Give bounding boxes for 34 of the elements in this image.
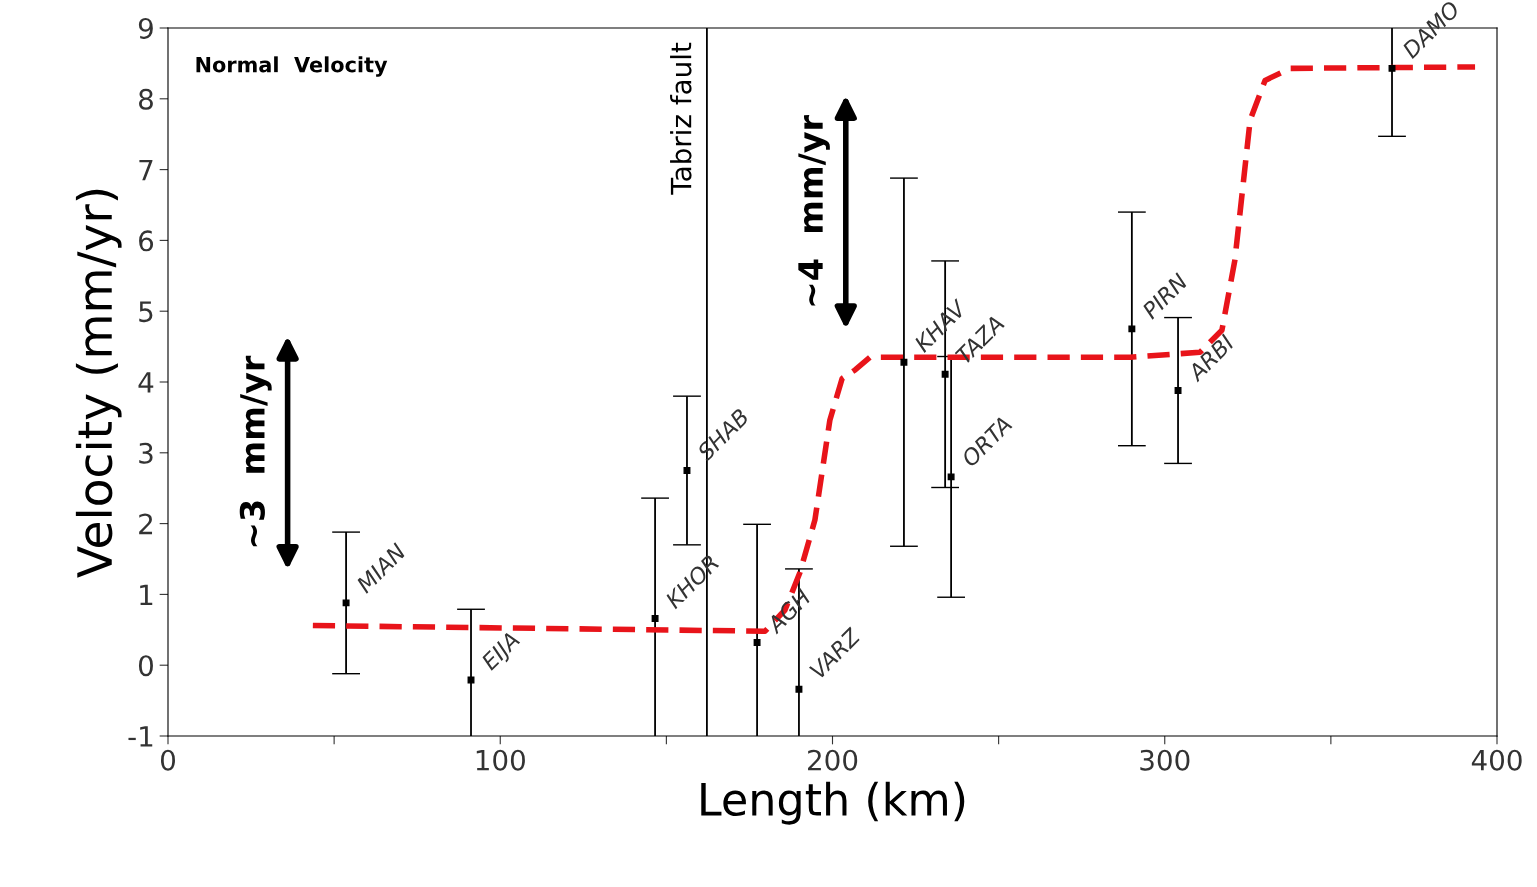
- annotation: ~3 mm/yr: [239, 355, 272, 547]
- point: [795, 685, 803, 693]
- y-axis-title: Velocity (mm/yr): [75, 189, 122, 578]
- y-tick-label: 3: [139, 442, 153, 464]
- ref-line-label: Tabriz fault: [670, 42, 692, 195]
- y-tick-label: 1: [140, 584, 153, 605]
- x-tick-label: 200: [808, 749, 858, 771]
- point: [947, 473, 955, 481]
- point: [753, 639, 761, 647]
- y-tick-label: 7: [139, 159, 153, 181]
- y-tick-label: 2: [139, 513, 153, 535]
- y-tick-label: 5: [139, 301, 153, 323]
- annotation: Normal Velocity: [196, 56, 388, 77]
- x-tick-label: 100: [476, 749, 525, 771]
- point: [941, 370, 949, 378]
- y-tick-label: -1: [128, 726, 153, 747]
- y-tick-label: 4: [138, 372, 154, 393]
- y-tick-label: 0: [138, 655, 153, 677]
- point: [651, 614, 659, 622]
- x-tick-label: 400: [1471, 749, 1522, 771]
- point: [467, 676, 475, 684]
- point: [683, 467, 691, 474]
- y-tick-label: 8: [139, 88, 153, 110]
- x-tick-label: 300: [1140, 749, 1190, 771]
- point: [1128, 325, 1136, 333]
- point: [1388, 64, 1396, 72]
- x-axis-title: Length (km): [701, 781, 965, 825]
- x-tick-label: 0: [160, 749, 175, 771]
- point: [342, 599, 350, 607]
- y-tick-label: 9: [138, 17, 153, 39]
- point: [900, 358, 908, 366]
- point: [1174, 387, 1182, 394]
- annotation: ~4 mm/yr: [798, 115, 830, 306]
- y-tick-label: 6: [139, 230, 154, 252]
